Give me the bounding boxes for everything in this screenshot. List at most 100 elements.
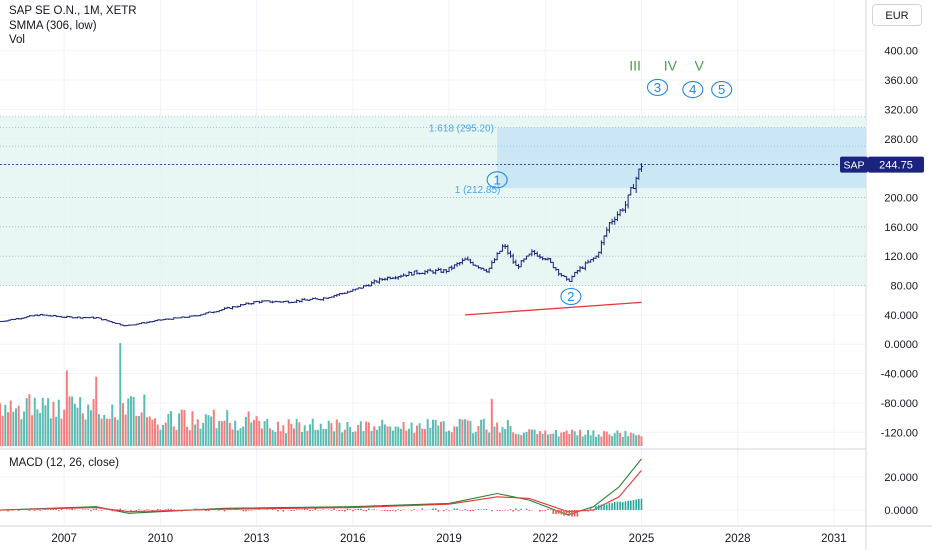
volume-bar	[228, 422, 231, 446]
volume-bar	[549, 433, 552, 446]
volume-bar	[373, 426, 376, 446]
volume-bar	[343, 429, 346, 446]
macd-histogram-bar	[330, 510, 333, 511]
macd-histogram-bar	[0, 510, 1, 512]
macd-histogram-bar	[507, 510, 509, 511]
macd-histogram-bar	[587, 510, 589, 512]
macd-histogram-bar	[491, 510, 493, 512]
volume-bar	[71, 396, 74, 446]
volume-bar	[402, 421, 405, 446]
macd-line	[0, 458, 642, 516]
smma-line-path	[465, 301, 642, 316]
volume-bar	[47, 398, 50, 446]
volume-bar	[258, 420, 261, 446]
macd-histogram-bar	[122, 510, 124, 511]
macd-histogram-bar	[167, 508, 170, 510]
macd-histogram-bar	[71, 508, 73, 510]
macd-histogram-bar	[205, 510, 207, 511]
y-tick-label: -40.000	[881, 369, 918, 381]
macd-histogram-bar	[595, 506, 597, 510]
wave-label-4: 4	[689, 82, 696, 97]
macd-histogram-bar	[44, 508, 47, 510]
macd-histogram-bar	[381, 510, 384, 511]
macd-histogram-bar	[613, 502, 616, 510]
volume-bar	[89, 410, 92, 446]
macd-histogram-bar	[17, 510, 20, 512]
volume-bar	[544, 430, 547, 446]
macd-histogram-bar	[295, 509, 298, 510]
macd-histogram-bar	[453, 508, 456, 510]
volume-bar	[20, 419, 23, 446]
volume-bar	[1, 415, 4, 446]
macd-histogram-bar	[611, 503, 613, 510]
volume-bar	[23, 411, 26, 446]
volume-bar	[151, 419, 154, 446]
macd-histogram-bar	[504, 510, 506, 511]
currency-button[interactable]: EUR	[872, 4, 922, 26]
price-tag-ticker-bg	[840, 156, 868, 173]
volume-bar	[421, 428, 424, 446]
macd-histogram-bar	[499, 510, 501, 512]
volume-bar	[223, 420, 226, 446]
macd-histogram-bar	[552, 510, 555, 514]
volume-bar	[260, 428, 263, 446]
volume-bar	[244, 416, 247, 446]
volume-bar	[386, 426, 389, 446]
volume-bar	[15, 408, 18, 446]
time-axis: 2007 2010 2013 2016 2019 2022 2025 2028 2031	[51, 533, 846, 545]
volume-bar	[9, 400, 12, 446]
y-tick-label: 280.00	[884, 134, 918, 146]
volume-bar	[520, 435, 523, 446]
macd-histogram-bar	[621, 502, 624, 510]
volume-bar	[41, 397, 44, 446]
macd-histogram-bar	[322, 509, 325, 510]
volume-bar	[162, 424, 165, 446]
volume-bar	[218, 420, 221, 446]
macd-histogram-bar	[397, 509, 400, 510]
volume-bar	[573, 431, 576, 446]
volume-bar	[533, 429, 536, 446]
volume-bar	[335, 419, 338, 446]
volume-bar	[57, 399, 60, 446]
volume-bar	[317, 429, 320, 446]
macd-histogram-bar	[434, 508, 437, 510]
volume-bar	[127, 398, 130, 446]
macd-pane	[0, 458, 643, 517]
macd-histogram-bar	[619, 501, 621, 510]
volume-bar	[33, 397, 36, 446]
volume-bar	[509, 425, 512, 446]
macd-histogram-bar	[87, 509, 90, 510]
macd-histogram-bar	[632, 499, 635, 510]
volume-bar	[100, 418, 103, 446]
macd-histogram-bar	[306, 509, 309, 510]
volume-bar	[25, 398, 28, 446]
volume-bar	[624, 430, 627, 446]
macd-y-tick-label: 20.000	[884, 472, 918, 484]
volume-bar	[627, 436, 630, 446]
volume-bar	[453, 426, 456, 446]
macd-histogram-bar	[111, 510, 114, 512]
volume-bar	[135, 415, 138, 446]
volume-bar	[557, 436, 560, 446]
volume-bar	[546, 434, 549, 446]
fib-zone-inner	[497, 127, 866, 189]
volume-bar	[252, 419, 255, 446]
volume-bar	[199, 428, 202, 446]
volume-bar	[167, 413, 170, 446]
volume-bar	[0, 403, 1, 446]
macd-histogram-bar	[106, 508, 108, 510]
macd-histogram-bar	[237, 508, 239, 510]
volume-bar	[148, 416, 151, 446]
macd-histogram-bar	[472, 510, 474, 512]
x-tick-label: 2031	[821, 533, 847, 545]
macd-histogram-bar	[36, 508, 39, 510]
macd-histogram-bar	[576, 510, 579, 517]
macd-histogram-bar	[357, 508, 359, 510]
volume-bar	[565, 430, 568, 446]
macd-histogram-bar	[341, 510, 343, 511]
volume-bar	[268, 428, 271, 446]
volume-bar	[140, 412, 143, 446]
macd-histogram-bar	[557, 510, 560, 514]
macd-histogram-bar	[215, 509, 218, 510]
